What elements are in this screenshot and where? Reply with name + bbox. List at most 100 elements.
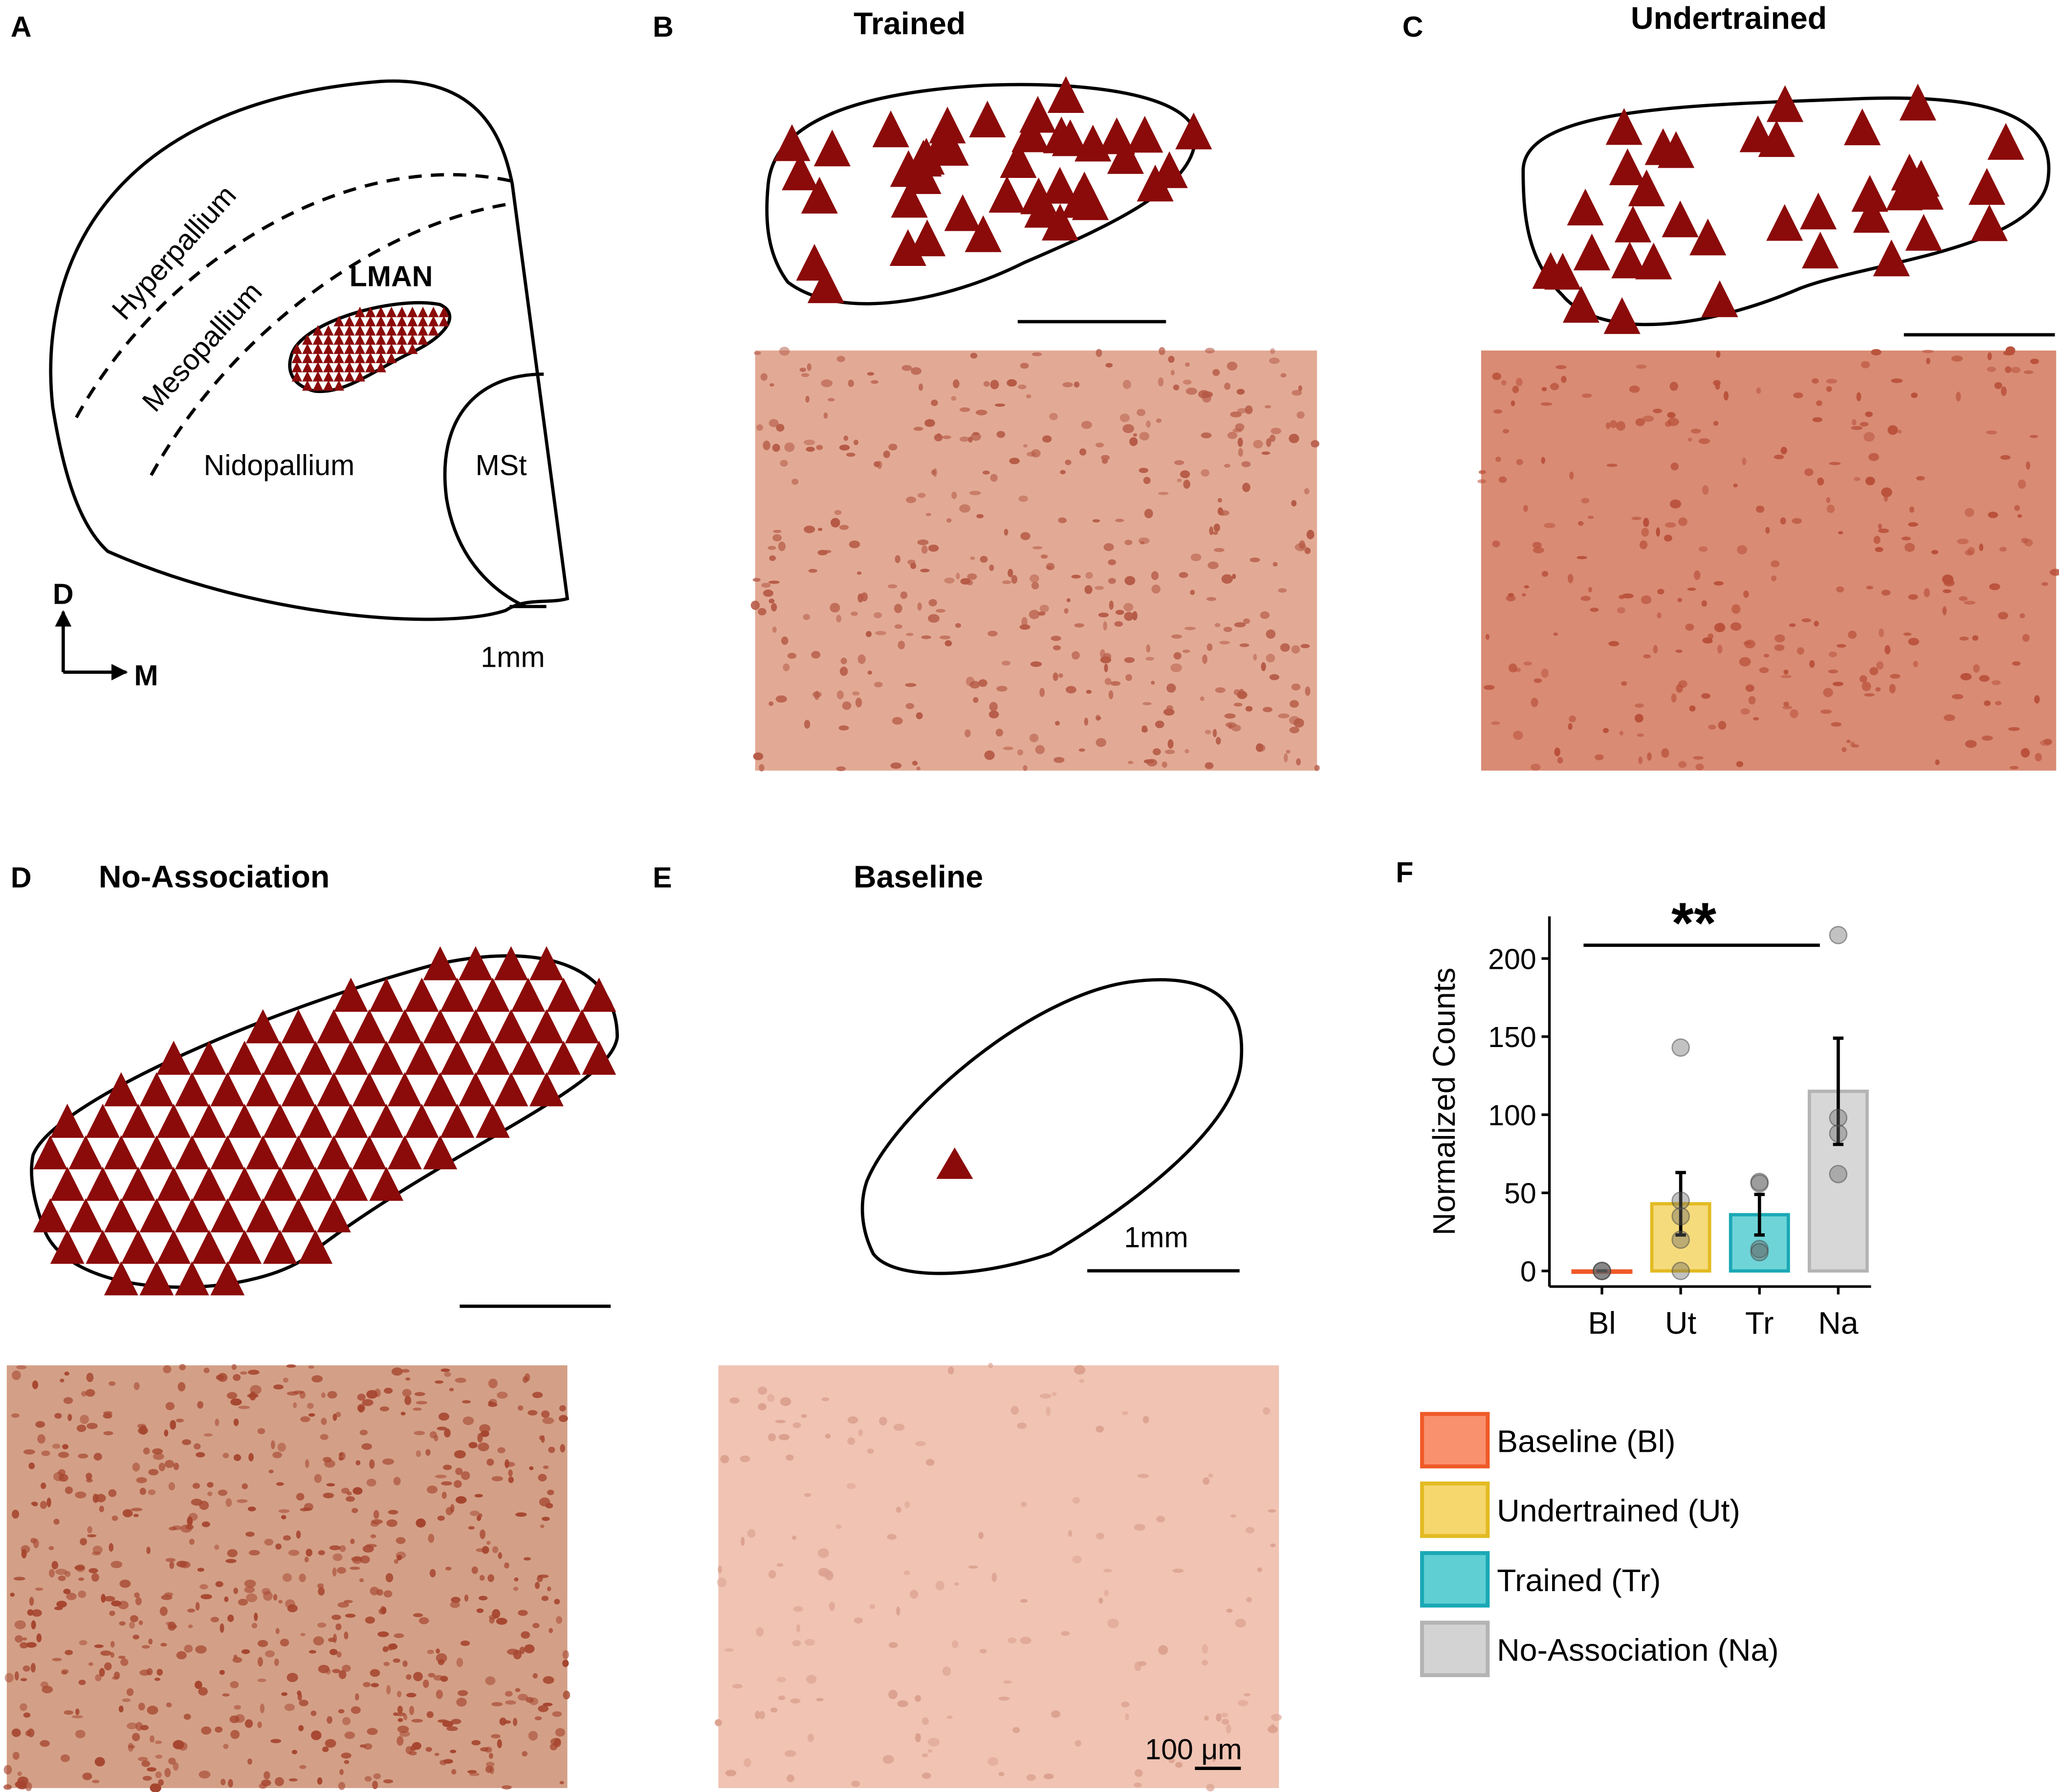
stained-cell [258, 1657, 263, 1667]
stained-cell [1992, 680, 2001, 685]
stained-cell [1669, 499, 1682, 509]
stained-cell [235, 1714, 245, 1723]
stained-cell [534, 1716, 542, 1721]
stained-cell [2001, 386, 2007, 396]
stained-cell [277, 1442, 286, 1452]
cell-marker [175, 1198, 209, 1233]
stained-cell [130, 1615, 139, 1622]
stained-cell [1724, 391, 1729, 401]
stained-cell [104, 1596, 115, 1602]
stained-cell [1881, 590, 1891, 596]
stained-cell [1074, 1740, 1082, 1747]
stained-cell [874, 612, 882, 618]
stained-cell [1249, 557, 1260, 563]
stained-cell [1103, 1569, 1112, 1573]
stained-cell [1105, 363, 1113, 368]
stained-cell [894, 604, 902, 613]
stained-cell [346, 1496, 355, 1502]
stained-cell [468, 1526, 475, 1530]
stained-cell [257, 1721, 262, 1728]
stained-cell [875, 631, 886, 635]
stained-cell [56, 1600, 67, 1608]
cell-marker [104, 1135, 138, 1170]
stained-cell [787, 1774, 794, 1782]
stained-cell [1965, 549, 1973, 556]
stained-cell [1291, 500, 1297, 507]
stained-cell [1492, 372, 1501, 380]
cell-marker [890, 150, 927, 187]
stained-cell [327, 1391, 337, 1399]
cell-marker [50, 1166, 85, 1201]
stained-cell [1073, 381, 1080, 388]
stained-cell [1151, 680, 1155, 685]
stained-cell [1235, 423, 1245, 431]
stained-cell [12, 1509, 20, 1519]
stained-cell [1796, 647, 1804, 655]
stained-cell [1718, 721, 1727, 730]
direction-label: M [134, 659, 158, 692]
stained-cell [200, 1594, 212, 1599]
stained-cell [58, 1575, 66, 1581]
cell-marker [438, 316, 449, 327]
stained-cell [1780, 447, 1787, 455]
stained-cell [2005, 366, 2012, 373]
cell-marker [440, 1040, 475, 1075]
stained-cell [964, 729, 971, 738]
stained-cell [1072, 1555, 1082, 1564]
stained-cell [1270, 1724, 1275, 1729]
stained-cell [438, 1659, 444, 1665]
stained-cell [966, 580, 973, 586]
stained-cell [30, 1538, 37, 1544]
cell-marker [333, 334, 345, 345]
cell-marker [333, 380, 345, 391]
stained-cell [1263, 1407, 1270, 1415]
stained-cell [214, 1544, 219, 1550]
stained-cell [857, 654, 866, 664]
cell-marker [494, 1072, 528, 1107]
cell-marker [333, 362, 345, 372]
stained-cell [1590, 608, 1599, 612]
stained-cell [1931, 550, 1939, 555]
stained-cell [40, 1501, 47, 1509]
significance-label: ** [1671, 891, 1716, 955]
stained-cell [429, 1569, 436, 1577]
cell-marker [156, 1229, 191, 1264]
stained-cell [1838, 531, 1843, 535]
stained-cell [344, 1631, 349, 1639]
stained-cell [1550, 383, 1559, 391]
cell-marker [227, 1040, 262, 1075]
stained-cell [1619, 731, 1624, 736]
stained-cell [120, 1658, 129, 1666]
stained-cell [1228, 723, 1233, 729]
stained-cell [921, 1772, 931, 1779]
stained-cell [1817, 477, 1824, 486]
stained-cell [241, 1649, 250, 1654]
stained-cell [1234, 622, 1246, 628]
stained-cell [17, 1771, 22, 1776]
stained-cell [215, 1419, 219, 1426]
stained-cell [396, 1736, 404, 1746]
stained-cell [1629, 385, 1640, 393]
stained-cell [1524, 585, 1530, 589]
stained-cell [1213, 524, 1220, 532]
stained-cell [1841, 747, 1847, 752]
stained-cell [1643, 654, 1651, 658]
cell-marker [773, 124, 810, 161]
stained-cell [1081, 421, 1093, 429]
data-point [1671, 1230, 1690, 1249]
region-label: Nidopallium [204, 449, 355, 481]
cell-marker [263, 1166, 297, 1201]
stained-cell [131, 1508, 143, 1511]
stained-cell [1158, 1645, 1168, 1655]
region-label: LMAN [350, 260, 433, 292]
stained-cell [491, 1476, 503, 1482]
stained-cell [515, 1512, 527, 1517]
stained-cell [126, 1688, 134, 1696]
stained-cell [240, 1371, 247, 1375]
stained-cell [241, 1483, 248, 1489]
stained-cell [1272, 562, 1278, 567]
stained-cell [1957, 538, 1969, 545]
stained-cell [78, 1680, 86, 1685]
stained-cell [756, 424, 764, 431]
lman-outline [860, 978, 1244, 1275]
